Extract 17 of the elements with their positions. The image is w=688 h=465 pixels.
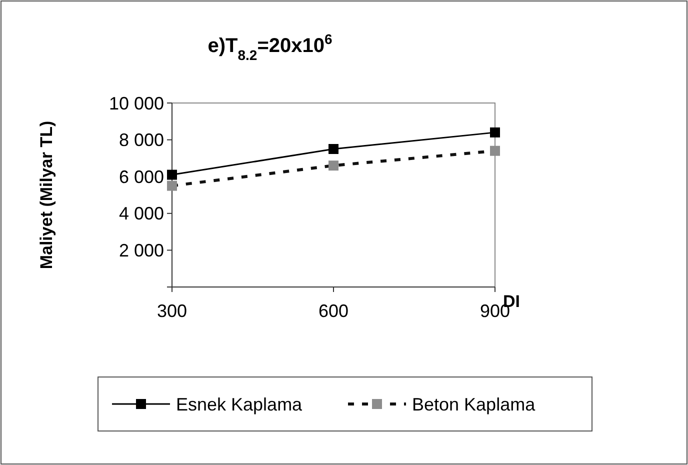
y-tick-label: 2 000 — [118, 240, 164, 260]
y-tick-label: 8 000 — [118, 130, 164, 150]
legend-label: Beton Kaplama — [412, 394, 536, 414]
chart-title: e)T$_{8.2}$=20x10$^{6}$ — [208, 31, 332, 63]
x-tick-label: 600 — [318, 301, 349, 321]
y-axis-title: Maliyet (Milyar TL) — [37, 120, 56, 270]
point — [167, 180, 177, 191]
point — [328, 144, 338, 154]
point — [490, 127, 500, 138]
y-tick-label: 6 000 — [118, 166, 164, 187]
y-tick-label: 4 000 — [118, 204, 164, 224]
legend-label: Esnek Kaplama — [176, 394, 304, 414]
point — [167, 170, 177, 180]
x-tick-label: 300 — [156, 301, 188, 321]
point — [328, 160, 338, 171]
y-tick-label: 10 000 — [108, 93, 164, 114]
point — [490, 146, 500, 156]
